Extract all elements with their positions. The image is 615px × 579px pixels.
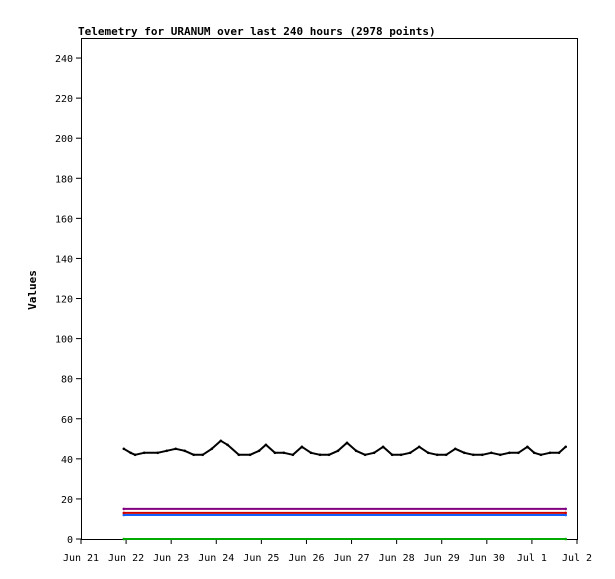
data-point bbox=[564, 445, 567, 449]
y-tick-label: 80 bbox=[61, 375, 73, 386]
data-point bbox=[273, 451, 277, 455]
data-point bbox=[183, 449, 186, 453]
x-tick-label: Jun 29 bbox=[424, 553, 460, 564]
data-point bbox=[508, 451, 511, 455]
data-point bbox=[142, 451, 146, 455]
chart-title: Telemetry for URANUM over last 240 hours… bbox=[78, 25, 436, 38]
data-point bbox=[557, 451, 561, 455]
x-tick-label: Jun 27 bbox=[333, 553, 369, 564]
data-point bbox=[417, 445, 421, 449]
y-tick-label: 200 bbox=[55, 134, 73, 145]
data-point bbox=[282, 451, 286, 455]
x-tick-label: Jun 24 bbox=[198, 553, 234, 564]
x-tick-label: Jun 23 bbox=[153, 553, 189, 564]
y-tick-label: 160 bbox=[55, 214, 73, 225]
data-point bbox=[564, 513, 567, 517]
data-point bbox=[499, 453, 502, 457]
data-point bbox=[318, 453, 322, 457]
data-point bbox=[122, 447, 126, 451]
y-tick-label: 220 bbox=[55, 94, 73, 105]
data-point bbox=[564, 511, 567, 515]
data-point bbox=[257, 449, 261, 453]
data-point bbox=[237, 453, 241, 457]
x-tick-label: Jun 25 bbox=[243, 553, 279, 564]
data-point bbox=[122, 537, 126, 541]
y-tick-label: 0 bbox=[67, 535, 73, 546]
data-point bbox=[201, 453, 204, 457]
x-tick-label: Jun 21 bbox=[63, 553, 99, 564]
data-point bbox=[444, 453, 448, 457]
data-point bbox=[327, 453, 331, 457]
y-tick-label: 60 bbox=[61, 415, 73, 426]
data-point bbox=[463, 451, 466, 455]
data-point bbox=[435, 453, 439, 457]
y-tick-label: 140 bbox=[55, 254, 73, 265]
y-tick-label: 100 bbox=[55, 335, 73, 346]
data-point bbox=[345, 441, 349, 445]
x-tick-label: Jul 2 bbox=[562, 553, 592, 564]
x-tick-label: Jun 22 bbox=[108, 553, 144, 564]
data-point bbox=[454, 447, 457, 451]
x-tick-label: Jun 26 bbox=[288, 553, 324, 564]
series-line-0 bbox=[123, 439, 567, 456]
x-tick-label: Jun 28 bbox=[379, 553, 415, 564]
data-point bbox=[426, 451, 430, 455]
data-point bbox=[526, 445, 529, 449]
data-point bbox=[336, 449, 340, 453]
data-point bbox=[165, 449, 168, 453]
y-tick-label: 180 bbox=[55, 174, 73, 185]
y-tick-label: 240 bbox=[55, 54, 73, 65]
data-point bbox=[133, 453, 137, 457]
data-point bbox=[564, 537, 567, 541]
data-point bbox=[532, 451, 536, 455]
data-point bbox=[309, 451, 313, 455]
data-point bbox=[264, 443, 268, 447]
x-tick-label: Jun 30 bbox=[469, 553, 505, 564]
data-point bbox=[156, 451, 159, 455]
data-point bbox=[354, 449, 358, 453]
data-point bbox=[129, 451, 132, 455]
data-point bbox=[363, 453, 367, 457]
series-group bbox=[122, 439, 567, 541]
data-point bbox=[390, 453, 394, 457]
data-point bbox=[408, 451, 412, 455]
data-point bbox=[248, 453, 252, 457]
x-tick-label: Jul 1 bbox=[517, 553, 547, 564]
plot-area-frame bbox=[81, 38, 578, 540]
data-point bbox=[174, 447, 177, 451]
data-point bbox=[122, 507, 126, 511]
data-point bbox=[490, 451, 493, 455]
data-point bbox=[481, 453, 484, 457]
data-point bbox=[122, 513, 126, 517]
y-axis: 0 20 40 60 80 100 120 140 160 180 200 220 240 bbox=[55, 54, 81, 546]
data-point bbox=[226, 443, 229, 447]
data-point bbox=[291, 453, 295, 457]
x-axis: Jun 21 Jun 22 Jun 23 Jun 24 Jun 25 Jun 26 Jun … bbox=[63, 539, 592, 564]
y-tick-label: 120 bbox=[55, 295, 73, 306]
data-point bbox=[372, 451, 376, 455]
data-point bbox=[517, 451, 520, 455]
data-point bbox=[472, 453, 475, 457]
data-point bbox=[192, 453, 195, 457]
data-point bbox=[210, 447, 214, 451]
data-point bbox=[381, 445, 385, 449]
data-point bbox=[122, 511, 126, 515]
data-point bbox=[539, 453, 543, 457]
data-point bbox=[399, 453, 403, 457]
data-point bbox=[219, 439, 223, 443]
data-point bbox=[548, 451, 552, 455]
y-tick-label: 20 bbox=[61, 495, 73, 506]
data-point bbox=[300, 445, 304, 449]
y-axis-label: Values bbox=[26, 270, 39, 310]
data-point bbox=[564, 507, 567, 511]
y-tick-label: 40 bbox=[61, 455, 73, 466]
